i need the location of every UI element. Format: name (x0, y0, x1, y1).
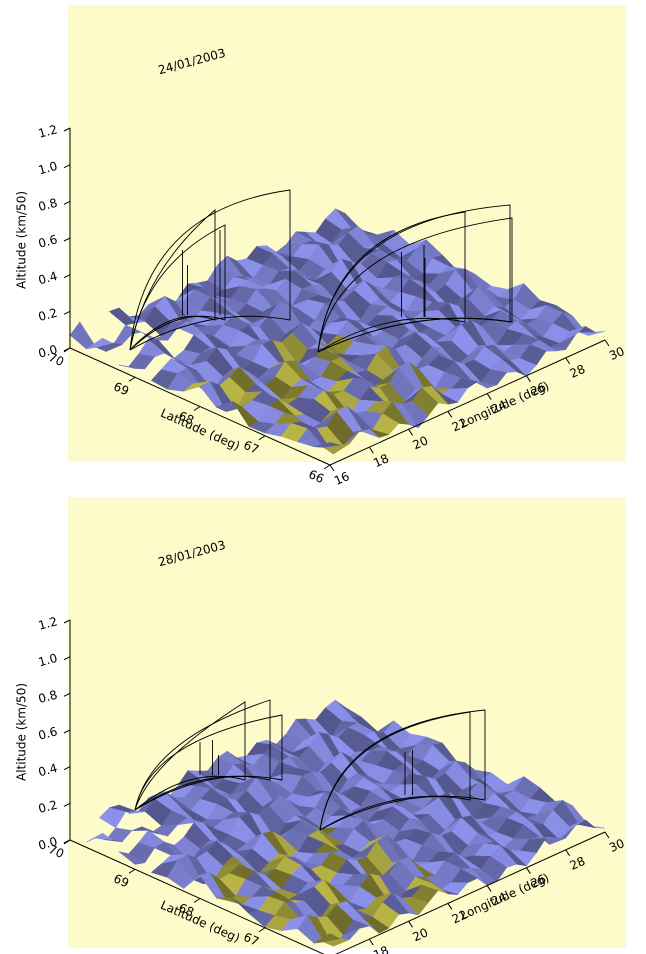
longitude-tick (368, 938, 374, 946)
latitude-tick-label: 69 (111, 379, 131, 398)
longitude-tick (486, 393, 492, 400)
z-tick (63, 802, 71, 807)
surface-patch (313, 933, 341, 944)
z-tick-label: 0.6 (37, 724, 59, 742)
longitude-tick (447, 903, 453, 910)
surface-patch (118, 364, 145, 370)
latitude-tick (258, 435, 266, 441)
plot (86, 699, 606, 947)
latitude-tick (193, 898, 201, 903)
latitude-tick (258, 927, 266, 933)
longitude-tick-label: 18 (371, 451, 391, 470)
latitude-tick-label: 70 (46, 842, 66, 861)
wire-frame (129, 189, 291, 351)
z-tick-label: 0.4 (37, 269, 59, 287)
wire-frame (319, 709, 486, 831)
z-tick (63, 729, 71, 734)
wire-frame (129, 224, 226, 351)
wire-frame (134, 701, 246, 811)
z-tick-label: 0.8 (37, 196, 59, 214)
longitude-tick-label: 22 (450, 907, 470, 926)
z-tick-label: 1.0 (37, 651, 59, 669)
surface-patch (313, 442, 340, 448)
longitude-tick (368, 446, 374, 454)
longitude-axis (329, 339, 606, 466)
longitude-tick-label: 26 (528, 872, 548, 891)
longitude-tick (408, 429, 413, 436)
z-tick-label: 0.6 (37, 232, 59, 250)
z-tick-label: 0.4 (37, 761, 59, 779)
longitude-tick-label: 18 (371, 943, 391, 954)
longitude-tick-label: 24 (489, 890, 509, 909)
wire-frame (317, 217, 513, 353)
z-tick-label: 1.2 (37, 122, 59, 140)
z-tick (63, 619, 71, 624)
latitude-tick (128, 868, 136, 874)
z-tick-label: 0.2 (37, 306, 59, 324)
z-tick (63, 274, 71, 279)
longitude-tick (329, 464, 335, 472)
z-tick-label: 1.2 (37, 614, 59, 632)
latitude-tick-label: 69 (111, 871, 131, 890)
longitude-tick-label: 30 (607, 836, 627, 855)
longitude-tick-label: 22 (450, 415, 470, 434)
longitude-tick (408, 921, 413, 928)
longitude-tick-label: 20 (411, 433, 431, 452)
wire-frame (134, 699, 271, 811)
latitude-tick-label: 66 (306, 467, 326, 486)
longitude-tick (526, 375, 531, 382)
latitude-tick-label: 70 (46, 350, 66, 369)
latitude-tick (193, 406, 201, 411)
z-axis-label: Altitude (km/50) (15, 683, 29, 781)
z-tick (63, 164, 71, 169)
latitude-tick (63, 347, 71, 353)
longitude-tick (486, 885, 492, 892)
surface-patch (131, 826, 159, 834)
z-tick (63, 310, 71, 315)
z-tick-label: 0.0 (37, 834, 59, 852)
longitude-axis (335, 831, 606, 954)
latitude-tick-label: 68 (176, 409, 196, 428)
longitude-tick-label: 20 (411, 925, 431, 944)
latitude-tick (128, 376, 136, 382)
longitude-tick (565, 357, 571, 365)
surface-patch (108, 307, 136, 326)
surface-patch (86, 832, 113, 843)
surface-patch (86, 337, 114, 350)
longitude-tick (565, 849, 571, 857)
longitude-tick-label: 16 (332, 469, 352, 488)
z-axis-label: Altitude (km/50) (15, 191, 29, 289)
z-tick (63, 656, 71, 661)
latitude-tick (323, 464, 331, 470)
surface-patch (118, 851, 146, 865)
wire-frame (134, 714, 283, 811)
z-tick-label: 0.0 (37, 342, 59, 360)
latitude-tick-label: 67 (241, 438, 261, 457)
longitude-tick (526, 867, 531, 874)
longitude-tick-label: 28 (568, 362, 588, 381)
z-tick (63, 200, 71, 205)
latitude-tick (63, 839, 71, 845)
latitude-tick-label: 67 (241, 930, 261, 949)
latitude-tick-label: 68 (176, 901, 196, 920)
longitude-tick-label: 28 (568, 854, 588, 873)
surface-patch (99, 807, 126, 829)
z-tick (63, 237, 71, 242)
longitude-tick (447, 411, 453, 418)
longitude-tick-label: 24 (489, 398, 509, 417)
longitude-tick (604, 831, 610, 839)
longitude-tick-label: 30 (607, 344, 627, 363)
z-tick-label: 0.8 (37, 688, 59, 706)
longitude-tick-label: 26 (528, 380, 548, 399)
z-tick-label: 1.0 (37, 159, 59, 177)
longitude-tick (604, 339, 610, 347)
z-tick-label: 0.2 (37, 798, 59, 816)
z-tick (63, 766, 71, 771)
z-tick (63, 127, 71, 132)
z-tick (63, 692, 71, 697)
plot (69, 189, 606, 455)
